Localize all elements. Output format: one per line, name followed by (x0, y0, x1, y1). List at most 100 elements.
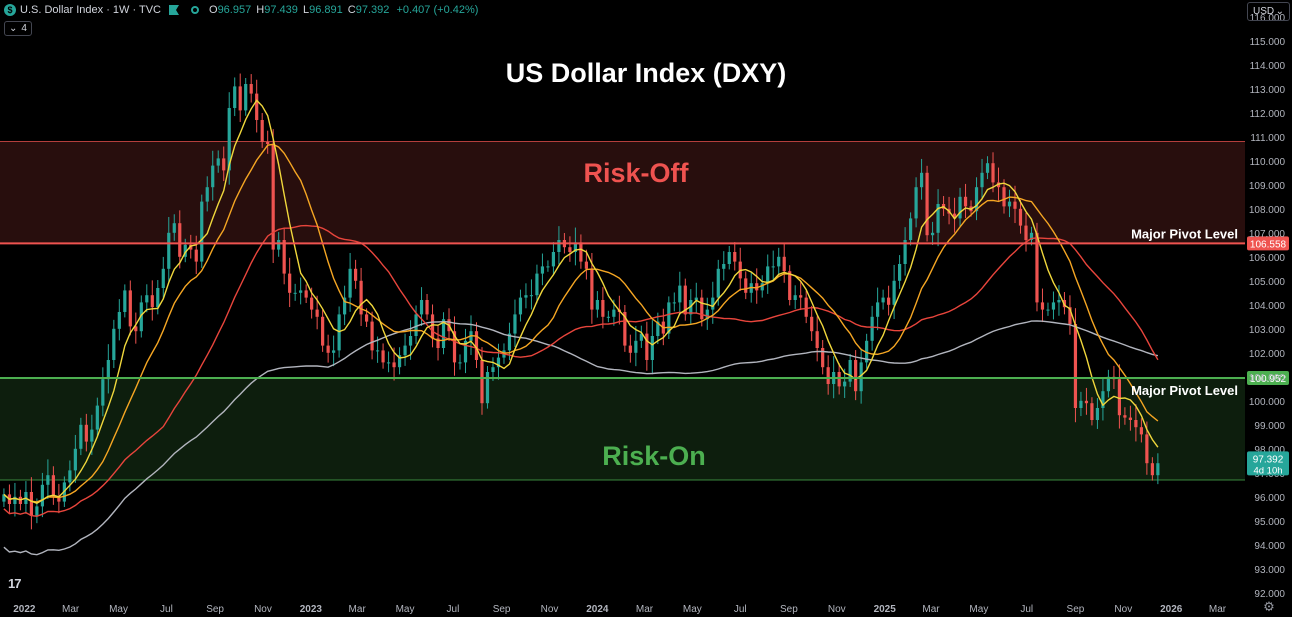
candle-body (612, 309, 616, 317)
high-value: 97.439 (264, 4, 298, 16)
candle (288, 257, 292, 308)
candle (755, 268, 759, 304)
candle-body (1073, 324, 1078, 408)
high-label: H (256, 4, 265, 16)
candle (266, 130, 270, 154)
candle (821, 340, 825, 375)
candle (1117, 364, 1122, 429)
candle-body (958, 196, 962, 219)
risk-off-zone (0, 141, 1245, 244)
dollar-symbol-icon: $ (4, 4, 16, 16)
y-tick-label: 95.000 (1254, 517, 1285, 528)
candle-body (90, 429, 94, 442)
y-tick-label: 104.000 (1249, 301, 1286, 312)
candle (282, 228, 286, 285)
candle (436, 324, 440, 361)
candle-body (546, 266, 550, 268)
y-tick-label: 102.000 (1249, 349, 1286, 360)
bar-countdown-label: 4d 10h (1253, 465, 1282, 476)
candle (84, 413, 88, 452)
x-tick-label: Sep (206, 604, 224, 615)
candle-body (1117, 379, 1122, 416)
candle (205, 176, 209, 212)
pivot-price-label: 106.558 (1250, 239, 1287, 250)
candle-body (112, 328, 116, 360)
candle (793, 285, 797, 309)
candle-body (95, 405, 99, 430)
candle-body (244, 84, 248, 111)
candle (260, 113, 264, 148)
candle-body (172, 223, 176, 233)
candle (848, 354, 852, 387)
x-tick-label: 2022 (13, 604, 36, 615)
candle (40, 472, 44, 518)
gear-icon[interactable]: ⚙ (1263, 599, 1275, 614)
candle-body (777, 256, 781, 267)
candle (359, 267, 363, 326)
candle-body (1051, 302, 1056, 310)
y-tick-label: 113.000 (1250, 85, 1286, 96)
close-label: C (347, 4, 356, 16)
candle-body (887, 297, 891, 305)
candle (639, 325, 643, 348)
candle-body (408, 336, 413, 346)
candle (518, 289, 523, 322)
candle-body (683, 285, 687, 315)
candle-body (480, 360, 484, 404)
x-tick-label: Sep (780, 604, 798, 615)
candle-body (29, 492, 33, 516)
candle (925, 165, 929, 242)
candle (425, 294, 429, 320)
tradingview-logo-icon[interactable]: 17 (8, 576, 22, 591)
candle-body (321, 316, 325, 346)
open-label: O (209, 4, 218, 16)
y-tick-label: 112.000 (1250, 109, 1286, 120)
candle (887, 285, 891, 316)
candle (540, 253, 545, 286)
chevron-down-icon: ⌄ (1275, 6, 1284, 17)
currency-select[interactable]: USD ⌄ (1247, 2, 1290, 21)
x-tick-label: Jul (160, 604, 173, 615)
candle-body (1079, 400, 1083, 408)
candle-body (337, 314, 341, 351)
candle-body (876, 302, 880, 317)
candle-body (667, 302, 671, 334)
candle-body (491, 367, 495, 372)
candle-body (936, 204, 940, 233)
candle-body (579, 242, 583, 262)
symbol-title[interactable]: U.S. Dollar Index · 1W · TVC (20, 4, 161, 16)
candle-body (760, 283, 764, 291)
candle-body (2, 494, 6, 502)
candle-body (79, 424, 83, 449)
candle (227, 92, 231, 185)
candle-body (799, 295, 803, 298)
candle-body (167, 232, 171, 269)
candle-body (238, 86, 242, 111)
x-tick-label: Nov (254, 604, 272, 615)
candle (321, 309, 325, 352)
candle-body (414, 314, 418, 336)
candle-body (205, 187, 209, 202)
candle-body (233, 86, 237, 108)
candle (1068, 295, 1072, 335)
candle-body (985, 163, 990, 173)
candle-body (156, 288, 160, 308)
candle-body (277, 240, 281, 250)
close-value: 97.392 (355, 4, 390, 16)
candle (326, 334, 330, 363)
candle (876, 287, 880, 331)
candle-body (354, 268, 358, 281)
flag-icon[interactable] (169, 5, 179, 15)
candle (24, 481, 28, 514)
market-status-icon[interactable] (191, 6, 199, 14)
ohlc-values: O96.957 H97.439 L96.891 C97.392 +0.407 (… (209, 4, 478, 16)
candle-body (397, 355, 402, 368)
candle (386, 351, 391, 373)
candle-body (1156, 463, 1160, 476)
candle (194, 235, 198, 275)
candle (705, 297, 709, 330)
candle-body (436, 338, 440, 348)
indicators-collapse-button[interactable]: ⌄ 4 (4, 21, 32, 36)
ma-line-yellow (3, 99, 1159, 504)
